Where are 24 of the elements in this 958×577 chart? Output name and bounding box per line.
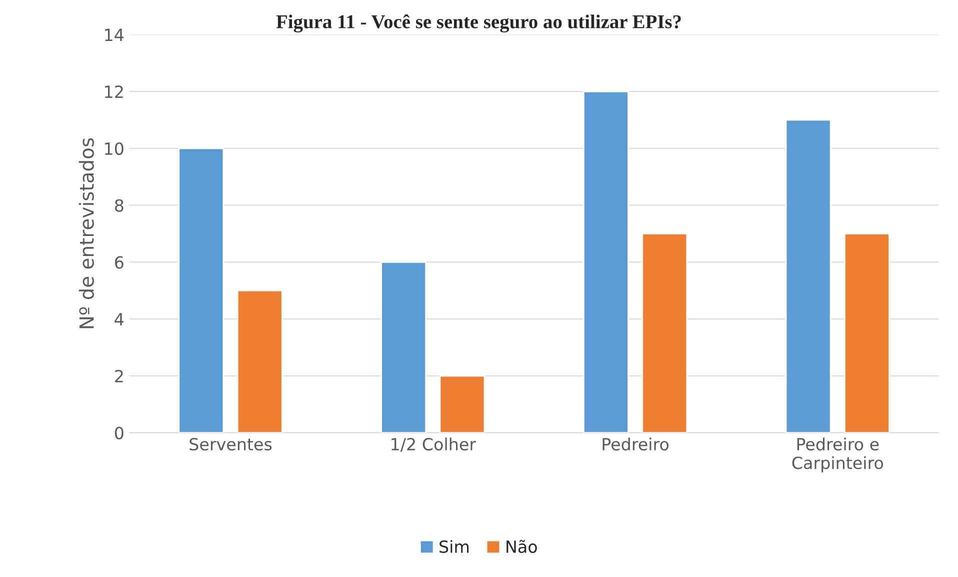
legend-label: Sim [440,540,469,553]
y-tick-label: 12 [105,85,123,98]
x-tick-label: 1/2 Colher [392,438,476,452]
x-tick-label: Pedreiro e Carpinteiro [792,438,884,472]
y-tick-label: 10 [105,142,124,155]
x-tick-label: Serventes [190,438,272,451]
x-tick-label: Pedreiro [602,438,669,451]
y-axis-title: Nº de entrevistados [78,138,94,328]
y-tick-label: 0 [114,426,124,440]
bar [785,119,832,433]
bar [236,290,283,433]
bar [582,90,629,433]
bar [178,148,224,433]
bar [439,375,486,433]
bar [642,232,688,433]
bar [844,232,890,433]
legend-label: Não [506,540,537,553]
y-tick-label: 14 [105,28,124,41]
bar [380,261,427,433]
y-tick-label: 6 [115,256,124,269]
y-tick-label: 8 [114,199,124,212]
y-tick-label: 4 [114,313,124,326]
y-tick-label: 2 [115,370,123,382]
chart-title: Figura 11 - Você se sente seguro ao utilizar EPIs? [276,14,681,32]
